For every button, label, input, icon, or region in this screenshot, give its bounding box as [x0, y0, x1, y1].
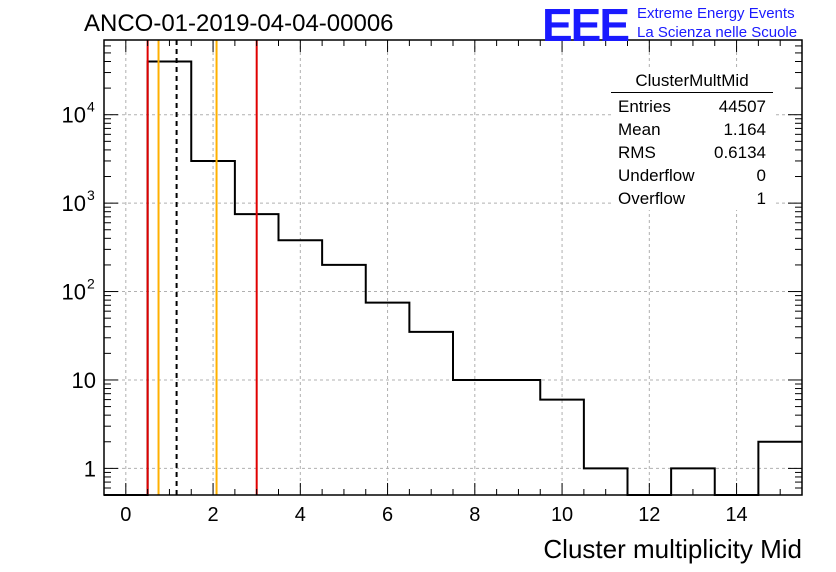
stats-label: Entries: [618, 97, 671, 116]
eee-logo: EEE: [542, 0, 630, 51]
y-tick-exponent: 4: [87, 99, 95, 115]
y-tick-label: 1: [84, 456, 96, 481]
stats-label: Overflow: [618, 189, 686, 208]
x-tick-label: 14: [725, 504, 747, 526]
y-tick-label: 10: [62, 191, 86, 216]
stats-title: ClusterMultMid: [611, 70, 773, 93]
x-tick-label: 4: [295, 504, 306, 526]
stats-value: 0: [756, 166, 766, 185]
logo-line-1: Extreme Energy Events: [637, 5, 795, 22]
stats-value: 1: [756, 189, 766, 208]
stats-label: Mean: [618, 120, 661, 139]
y-tick-exponent: 2: [87, 276, 95, 292]
stats-value: 0.6134: [714, 143, 766, 162]
stats-row-underflow: Underflow 0: [611, 164, 773, 187]
histogram-line: [104, 60, 802, 496]
x-tick-label: 12: [638, 504, 660, 526]
stats-label: Underflow: [618, 166, 695, 185]
y-tick-exponent: 3: [87, 187, 95, 203]
y-tick-label: 10: [62, 103, 86, 128]
x-tick-label: 10: [551, 504, 573, 526]
stats-row-entries: Entries 44507: [611, 95, 773, 118]
x-tick-label: 0: [120, 504, 131, 526]
logo-line-2: La Scienza nelle Scuole: [637, 24, 798, 41]
x-tick-label: 8: [469, 504, 480, 526]
x-tick-label: 6: [382, 504, 393, 526]
y-tick-label: 10: [72, 368, 96, 393]
stats-row-overflow: Overflow 1: [611, 187, 773, 210]
stats-value: 44507: [718, 97, 766, 116]
stats-row-mean: Mean 1.164: [611, 118, 773, 141]
x-axis-label: Cluster multiplicity Mid: [543, 534, 802, 564]
stats-row-rms: RMS 0.6134: [611, 141, 773, 164]
chart-title: ANCO-01-2019-04-04-00006: [84, 10, 394, 37]
stats-label: RMS: [618, 143, 656, 162]
y-tick-label: 10: [62, 280, 86, 305]
x-tick-label: 2: [208, 504, 219, 526]
logo-caption: Extreme Energy Events La Scienza nelle S…: [637, 4, 797, 42]
stats-value: 1.164: [723, 120, 766, 139]
stats-box: ClusterMultMid Entries 44507 Mean 1.164 …: [611, 70, 773, 210]
